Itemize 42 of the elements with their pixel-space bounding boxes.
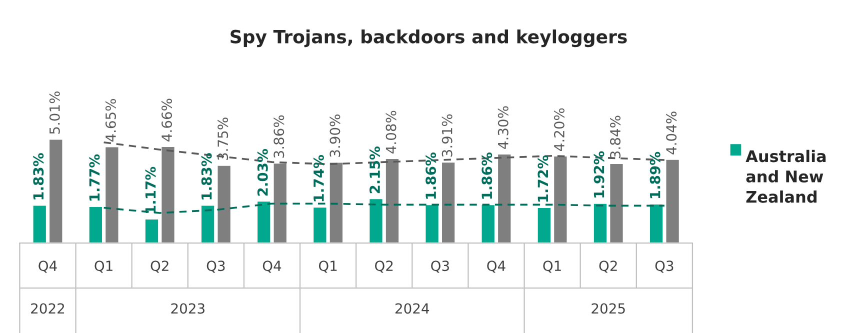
data-label: 4.20%: [554, 108, 564, 152]
data-label: 1.72%: [538, 155, 548, 202]
x-tick-label: Q2: [375, 260, 393, 273]
text: 2023: [171, 303, 204, 314]
data-label: 1.83%: [201, 153, 212, 200]
chart-title: Spy Trojans, backdoors and keyloggers: [230, 29, 627, 48]
text: 2024: [395, 303, 430, 314]
text: 2025: [592, 303, 625, 314]
data-label: 1.83%: [33, 153, 44, 200]
data-label: 3.86%: [274, 115, 284, 158]
text: 2022: [31, 303, 64, 314]
x-tick-label: Q4: [262, 260, 282, 273]
data-label: 1.92%: [594, 151, 604, 198]
x-tick-label: Q2: [150, 260, 168, 273]
data-label: 3.84%: [610, 116, 621, 158]
x-tick-label: Q1: [94, 260, 112, 273]
data-label: 4.04%: [666, 112, 677, 154]
data-label: 4.65%: [105, 98, 116, 142]
data-label: 3.91%: [442, 114, 452, 157]
data-label: 2.03%: [257, 149, 268, 196]
data-label: 1.17%: [145, 166, 156, 214]
data-label: 3.75%: [218, 118, 228, 160]
data-label: 3.90%: [330, 114, 340, 157]
data-label: 4.08%: [386, 110, 396, 154]
x-tick-label: Q3: [206, 260, 225, 273]
data-label: 4.66%: [162, 98, 172, 142]
data-label: 1.86%: [482, 152, 492, 199]
data-label: 2.15%: [370, 146, 380, 194]
x-tick-label: Q4: [487, 260, 506, 273]
x-tick-label: Q3: [655, 260, 674, 273]
data-label: 1.74%: [313, 155, 324, 202]
x-tick-label: Q2: [599, 260, 617, 273]
x-tick-label: Q4: [38, 260, 57, 273]
data-label: 1.89%: [650, 152, 660, 198]
x-tick-label: Q1: [543, 260, 561, 273]
legend-label: Australia and New Zealand: [746, 150, 826, 203]
data-label: 1.86%: [426, 152, 436, 199]
data-label: 4.30%: [498, 106, 508, 149]
data-label: 1.77%: [89, 154, 100, 201]
data-label: 5.01%: [49, 92, 60, 134]
x-tick-label: Q1: [318, 260, 337, 273]
x-tick-label: Q3: [431, 260, 449, 273]
